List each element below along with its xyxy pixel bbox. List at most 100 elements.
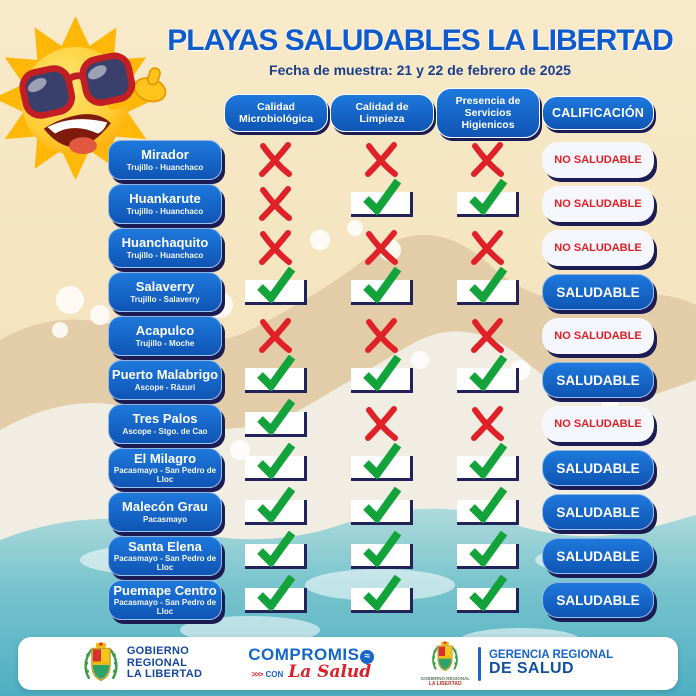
check-icon: [363, 354, 402, 391]
beach-name: Santa Elena: [128, 538, 202, 554]
rating-badge: SALUDABLE: [542, 494, 654, 530]
beach-name: Acapulco: [135, 323, 195, 339]
table-row: Puemape Centro Pacasmayo - San Pedro de …: [108, 574, 656, 620]
rating-badge: SALUDABLE: [542, 362, 654, 398]
column-header-calidad-microbiologica: Calidad Microbiológica: [224, 94, 328, 133]
beach-name: Malecón Grau: [122, 499, 208, 515]
mark-cell-servicios: [436, 530, 540, 576]
x-icon: [471, 142, 504, 177]
mark-cell-limpieza: [330, 574, 434, 620]
table-header: Calidad Microbiológica Calidad de Limpie…: [108, 88, 656, 139]
check-icon: [363, 574, 402, 611]
mark-cell-servicios: [436, 228, 540, 268]
mark-cell-servicios: [436, 178, 540, 224]
beach-name-pill: Puerto Malabrigo Ascope - Rázuri: [108, 360, 222, 400]
column-header-servicios-higienicos: Presencia de Servicios Higienicos: [436, 88, 540, 139]
gobierno-line3: LA LIBERTAD: [126, 668, 203, 681]
beach-name: Mirador: [141, 147, 189, 163]
beach-location: Trujillo - Huanchaco: [126, 250, 204, 260]
mark-cell-microbiologica: [224, 184, 328, 224]
beach-name-pill: Malecón Grau Pacasmayo: [108, 492, 222, 532]
mark-cell-limpieza: [330, 404, 434, 444]
mark-cell-limpieza: [330, 140, 434, 180]
checkbox: [351, 354, 413, 393]
check-icon: [363, 266, 402, 303]
column-header-calificacion: CALIFICACIÓN: [542, 96, 654, 131]
gerencia-line1: GERENCIA REGIONAL: [488, 649, 614, 662]
check-icon: [469, 354, 508, 391]
sun-mascot-icon: [0, 16, 167, 181]
rating-badge: SALUDABLE: [542, 450, 654, 486]
mark-cell-limpieza: [330, 316, 434, 356]
checkbox: [351, 574, 413, 613]
mark-cell-limpieza: [330, 530, 434, 576]
mark-cell-limpieza: [330, 266, 434, 312]
sample-date: Fecha de muestra: 21 y 22 de febrero de …: [269, 62, 571, 78]
check-icon: [469, 530, 508, 567]
table-row: El Milagro Pacasmayo - San Pedro de Lloc…: [108, 442, 656, 488]
beach-name: Puemape Centro: [113, 582, 217, 598]
check-icon: [257, 442, 296, 479]
beach-name-pill: Tres Palos Ascope - Stgo. de Cao: [108, 404, 222, 444]
mark-cell-microbiologica: [224, 228, 328, 268]
compromiso-logo: COMPROMIS ≈ >>> CON La Salud: [248, 646, 375, 681]
check-icon: [257, 266, 296, 303]
compromiso-con: CON: [265, 670, 284, 679]
checkbox: [351, 266, 413, 305]
beach-location: Pacasmayo - San Pedro de Lloc: [113, 598, 217, 617]
footer-bar: GOBIERNO REGIONAL LA LIBERTAD COMPROMIS ≈…: [18, 637, 678, 690]
check-icon: [257, 486, 296, 523]
mark-cell-microbiologica: [224, 316, 328, 356]
seal-caption-line1: GOBIERNO REGIONAL: [420, 675, 470, 681]
checkbox: [457, 486, 519, 525]
gobierno-line2: REGIONAL: [126, 656, 188, 669]
check-icon: [469, 266, 508, 303]
arrows-icon: >>>: [251, 670, 264, 679]
beach-name: Huanchaquito: [121, 235, 209, 251]
beach-location: Ascope - Stgo. de Cao: [122, 426, 208, 436]
beach-name-pill: Acapulco Trujillo - Moche: [108, 316, 222, 356]
checkbox: [245, 266, 307, 305]
gerencia-line2: DE SALUD: [488, 660, 574, 678]
beach-name: Huankarute: [129, 191, 201, 207]
beach-location: Trujillo - Huanchaco: [126, 162, 204, 172]
x-icon: [365, 230, 398, 265]
x-icon: [471, 406, 504, 441]
check-icon: [469, 486, 508, 523]
table-row: Santa Elena Pacasmayo - San Pedro de Llo…: [108, 530, 656, 576]
mark-cell-servicios: [436, 404, 540, 444]
mark-cell-servicios: [436, 266, 540, 312]
x-icon: [365, 142, 398, 177]
beach-location: Pacasmayo - San Pedro de Lloc: [113, 466, 217, 485]
beach-name: El Milagro: [133, 450, 197, 466]
rating-badge: NO SALUDABLE: [542, 318, 654, 354]
beach-name-pill: Salaverry Trujillo - Salaverry: [108, 272, 222, 312]
mark-cell-servicios: [436, 354, 540, 400]
page-title: PLAYAS SALUDABLES LA LIBERTAD: [167, 24, 674, 57]
checkbox: [457, 442, 519, 481]
beach-name: Puerto Malabrigo: [111, 367, 219, 383]
beach-location: Trujillo - Salaverry: [130, 294, 200, 304]
checkbox: [351, 442, 413, 481]
check-icon: [257, 574, 296, 611]
check-icon: [257, 354, 296, 391]
checkbox: [245, 354, 307, 393]
mark-cell-servicios: [436, 442, 540, 488]
checkbox: [457, 266, 519, 305]
checkbox: [245, 574, 307, 613]
rating-badge: NO SALUDABLE: [542, 142, 654, 178]
mark-cell-limpieza: [330, 442, 434, 488]
check-icon: [363, 486, 402, 523]
rating-badge: SALUDABLE: [542, 538, 654, 574]
table-row: Acapulco Trujillo - Moche NO SALUDABLE: [108, 316, 656, 356]
mark-cell-microbiologica: [224, 530, 328, 576]
beach-name-pill: Puemape Centro Pacasmayo - San Pedro de …: [108, 580, 222, 620]
x-icon: [259, 186, 292, 221]
table-row: Huanchaquito Trujillo - Huanchaco NO SAL…: [108, 228, 656, 268]
beach-location: Ascope - Rázuri: [134, 382, 196, 392]
checkbox: [351, 178, 413, 217]
checkbox: [457, 530, 519, 569]
x-icon: [365, 406, 398, 441]
beach-name-pill: Santa Elena Pacasmayo - San Pedro de Llo…: [108, 536, 222, 576]
